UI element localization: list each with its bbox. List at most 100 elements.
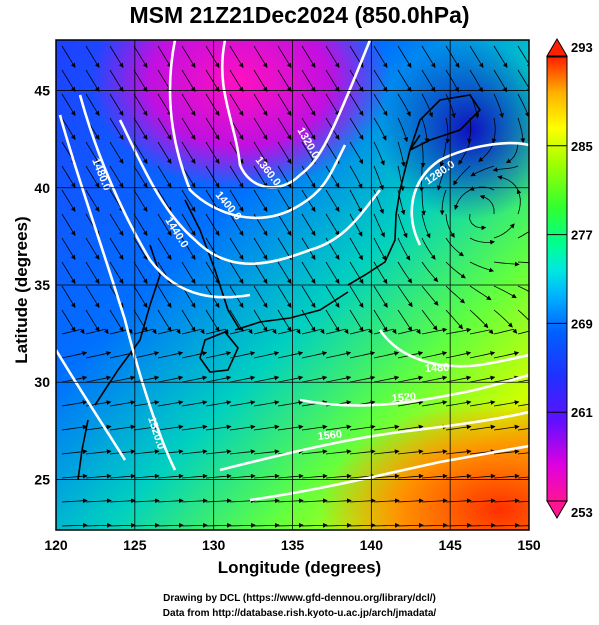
streamline xyxy=(109,261,124,284)
streamline xyxy=(349,141,363,165)
streamline xyxy=(205,213,220,236)
streamline xyxy=(109,45,124,68)
streamline xyxy=(421,327,448,335)
streamline xyxy=(109,522,136,528)
streamline xyxy=(421,213,431,239)
streamline xyxy=(421,69,436,93)
streamline xyxy=(133,213,148,236)
y-tick-label: 40 xyxy=(34,180,50,196)
streamline xyxy=(469,69,483,93)
streamline xyxy=(325,449,352,455)
coast-taiwan xyxy=(77,419,89,481)
streamline xyxy=(205,165,220,188)
streamline xyxy=(469,45,484,68)
contour-label: 1520 xyxy=(391,391,416,405)
streamline xyxy=(421,93,434,118)
contour-1520-west xyxy=(56,349,127,461)
streamline xyxy=(85,309,100,332)
streamline xyxy=(205,261,220,284)
streamline xyxy=(61,165,76,188)
streamline xyxy=(133,285,148,308)
streamline xyxy=(109,473,136,479)
streamline xyxy=(277,498,304,504)
streamline xyxy=(493,498,520,504)
streamline xyxy=(493,449,520,455)
streamline xyxy=(205,424,232,431)
streamline xyxy=(133,424,160,431)
streamline xyxy=(85,93,100,116)
streamline xyxy=(301,237,316,260)
streamline xyxy=(325,309,340,332)
streamline xyxy=(229,328,253,335)
streamline xyxy=(445,45,460,68)
streamline xyxy=(181,93,196,116)
streamline xyxy=(373,165,384,191)
streamline xyxy=(373,237,387,261)
colorbar-label: 269 xyxy=(571,316,593,331)
streamline xyxy=(181,141,196,164)
streamline xyxy=(181,45,196,68)
x-tick-label: 125 xyxy=(123,537,147,553)
footer-data-source: Data from http://database.rish.kyoto-u.a… xyxy=(162,608,437,619)
streamline xyxy=(253,93,268,116)
streamline xyxy=(157,117,172,140)
footer-credit: Drawing by DCL (https://www.gfd-dennou.o… xyxy=(163,593,436,604)
streamline xyxy=(469,309,489,329)
streamline xyxy=(157,498,184,504)
streamline xyxy=(205,93,220,116)
colorbar-label: 285 xyxy=(571,139,593,154)
streamline xyxy=(397,237,411,261)
streamline xyxy=(157,189,172,212)
streamline xyxy=(85,285,100,308)
streamline xyxy=(349,237,363,261)
streamline xyxy=(493,69,507,93)
contour-1560 xyxy=(249,444,529,502)
streamline xyxy=(229,522,256,528)
colorbar-label: 253 xyxy=(571,505,593,520)
streamline xyxy=(325,93,340,116)
streamline xyxy=(421,261,439,283)
streamline xyxy=(469,522,496,528)
streamline xyxy=(277,189,292,212)
streamline xyxy=(517,452,529,455)
grid-lines xyxy=(56,40,529,530)
streamline xyxy=(517,309,529,322)
streamline xyxy=(229,261,244,284)
x-tick-label: 150 xyxy=(517,537,541,553)
streamline xyxy=(181,473,208,479)
streamline xyxy=(253,237,268,260)
streamline xyxy=(301,328,325,335)
y-tick-label: 25 xyxy=(34,471,50,487)
streamline xyxy=(325,45,340,68)
streamline xyxy=(277,424,304,431)
contour-1520-east xyxy=(219,410,529,472)
streamline xyxy=(445,93,456,119)
streamline xyxy=(373,213,385,238)
x-tick-label: 140 xyxy=(360,537,384,553)
streamline xyxy=(277,117,292,140)
streamline xyxy=(109,328,133,335)
streamline xyxy=(397,285,413,308)
streamline xyxy=(61,69,76,92)
streamline xyxy=(349,285,364,308)
streamline xyxy=(349,498,376,504)
streamline xyxy=(181,498,208,504)
streamline xyxy=(325,165,340,188)
streamline xyxy=(229,400,256,407)
streamline xyxy=(301,522,328,528)
streamline xyxy=(181,237,196,260)
streamline xyxy=(229,473,256,479)
streamline xyxy=(181,261,196,284)
streamline xyxy=(253,328,277,335)
streamline xyxy=(253,351,280,359)
streamline xyxy=(493,522,520,528)
x-tick-label: 130 xyxy=(202,537,226,553)
streamline xyxy=(277,213,292,236)
streamline xyxy=(85,473,112,479)
streamline xyxy=(445,309,464,330)
streamline xyxy=(478,141,495,163)
streamline xyxy=(85,449,112,455)
streamline xyxy=(277,45,292,68)
streamline xyxy=(205,473,232,479)
contour-1320 xyxy=(220,40,372,189)
